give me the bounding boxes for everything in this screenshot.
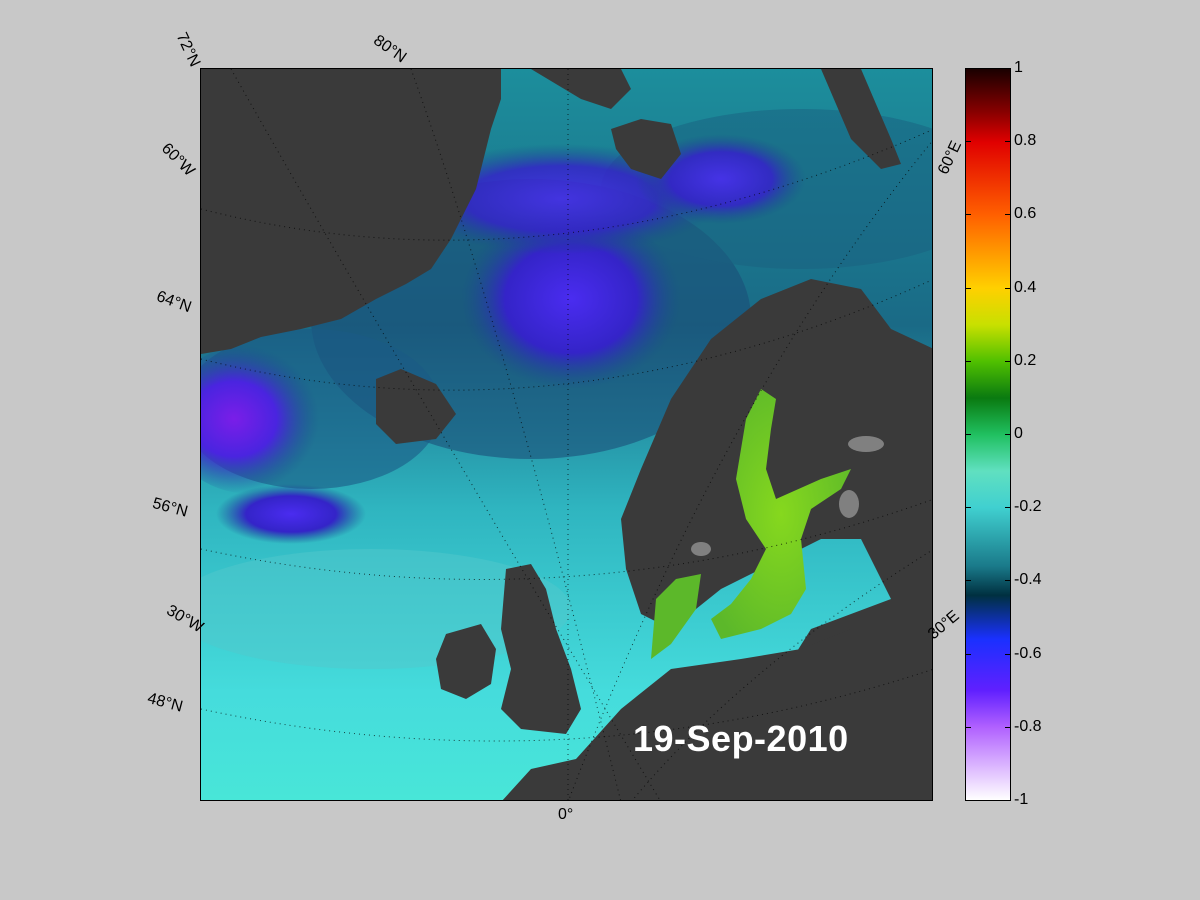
colorbar-tick-label: -1	[1014, 791, 1029, 808]
novaya-zemlya	[821, 69, 901, 169]
date-stamp: 19-Sep-2010	[633, 718, 849, 759]
colorbar-tick-label: 0.4	[1014, 278, 1037, 296]
colorbar-tick	[1005, 68, 1011, 69]
colorbar-tick	[965, 434, 971, 435]
colorbar-tick	[1005, 507, 1011, 509]
baltic-sea	[711, 389, 851, 639]
lat-label-56n: 56°N	[150, 495, 190, 521]
lat-label-80n: 80°N	[370, 32, 410, 67]
colorbar-tick-label: 0.2	[1014, 351, 1037, 369]
colorbar-tick	[965, 214, 971, 216]
colorbar-tick	[1005, 214, 1011, 216]
colorbar-tick	[965, 580, 971, 582]
colorbar-tick-label: 0.6	[1014, 205, 1037, 223]
colorbar-tick	[1005, 141, 1011, 143]
cold-anomaly	[461, 209, 681, 389]
colorbar-tick	[1005, 726, 1011, 728]
lat-label-64n: 64°N	[154, 288, 194, 317]
europe-mainland	[502, 629, 932, 800]
colorbar-tick-label: 0	[1014, 425, 1023, 442]
colorbar-tick-label: 0.8	[1014, 132, 1037, 150]
colorbar-tick	[1005, 580, 1011, 582]
colorbar-tick-label: -0.2	[1014, 498, 1042, 516]
colorbar-tick-label: -0.6	[1014, 644, 1042, 662]
colorbar-tick	[1005, 287, 1011, 289]
sst-anomaly-map	[200, 68, 933, 801]
iceland	[376, 369, 456, 444]
colorbar-tick	[965, 68, 971, 69]
colorbar-tick-label: 1	[1014, 59, 1023, 76]
lon-label-60w: 60°W	[157, 140, 198, 180]
colorbar-tick	[965, 507, 971, 509]
lon-label-0: 0°	[558, 806, 574, 823]
lat-label-72n: 72°N	[172, 30, 204, 70]
cold-anomaly	[201, 344, 336, 494]
lake	[691, 542, 711, 556]
cold-anomaly	[216, 484, 366, 544]
lake	[848, 436, 884, 452]
colorbar-tick	[1005, 653, 1011, 655]
great-britain	[501, 564, 581, 734]
arctic-land	[531, 69, 631, 109]
lat-label-48n: 48°N	[145, 690, 185, 716]
colorbar-tick	[965, 653, 971, 655]
north-sea-coast	[651, 574, 701, 659]
greenland	[201, 69, 501, 354]
graticule	[201, 69, 932, 800]
colorbar-tick	[1005, 360, 1011, 362]
colorbar-tick	[965, 141, 971, 143]
colorbar-tick	[1005, 434, 1011, 435]
colorbar-tick	[1005, 800, 1011, 801]
lake	[839, 490, 859, 518]
colorbar-tick	[965, 287, 971, 289]
colorbar-tick-label: -0.4	[1014, 571, 1042, 589]
colorbar-tick	[965, 726, 971, 728]
colorbar-tick	[965, 800, 971, 801]
lon-label-60e: 60°E	[935, 138, 966, 178]
colorbar-tick	[965, 360, 971, 362]
ireland	[436, 624, 496, 699]
svalbard	[611, 119, 681, 179]
colorbar-tick-label: -0.8	[1014, 717, 1042, 735]
